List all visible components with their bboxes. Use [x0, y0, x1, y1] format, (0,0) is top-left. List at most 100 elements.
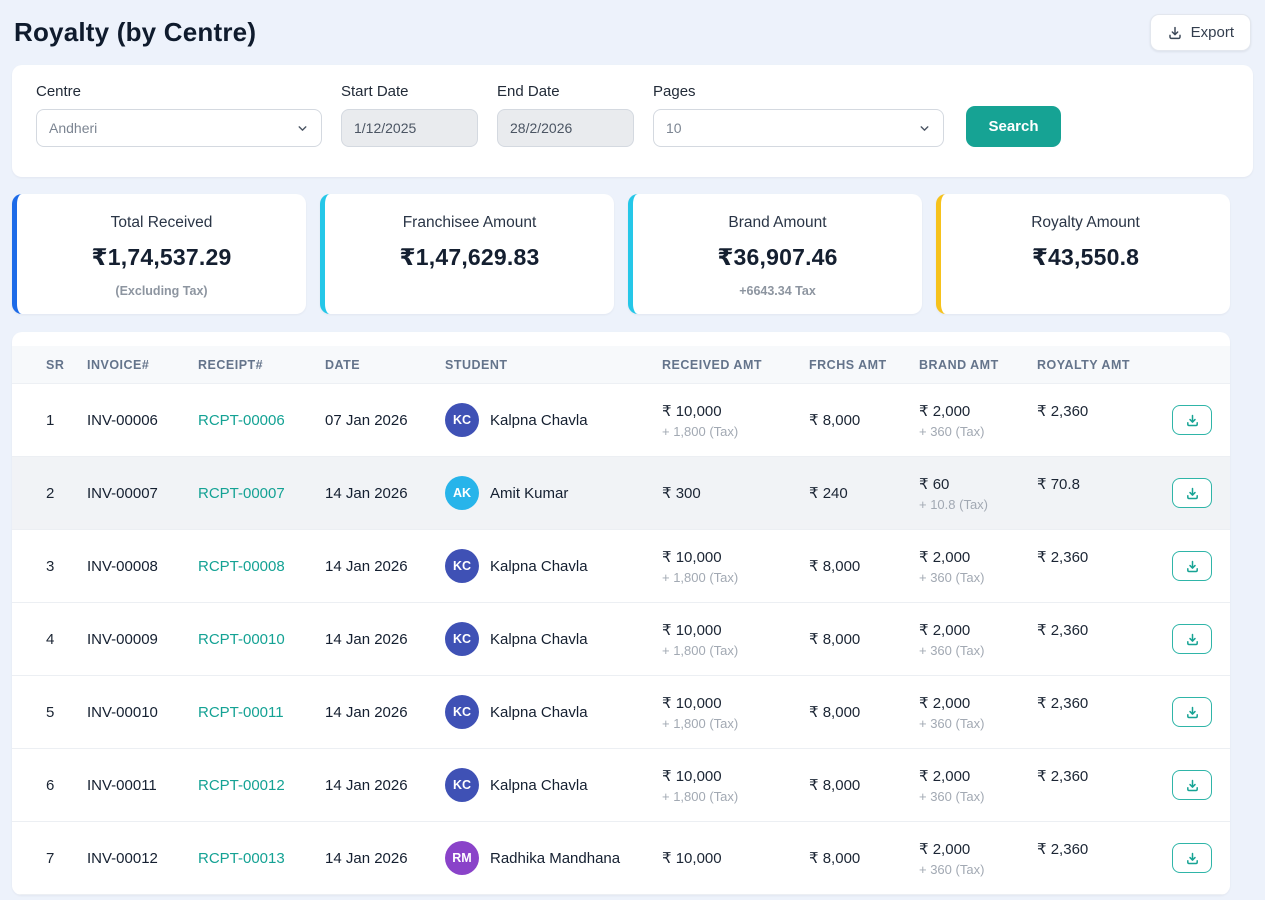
- cell-brand-amt: ₹ 2,000 + 360 (Tax): [919, 621, 1037, 658]
- start-date-input[interactable]: 1/12/2025: [341, 109, 478, 147]
- brand-tax: + 360 (Tax): [919, 789, 1037, 804]
- cell-invoice: INV-00012: [87, 850, 198, 867]
- summary-card-value: ₹36,907.46: [643, 244, 912, 271]
- royalty-amount: ₹ 2,360: [1037, 840, 1172, 858]
- royalty-amount: ₹ 2,360: [1037, 548, 1172, 566]
- end-date-filter-group: End Date 28/2/2026: [497, 83, 634, 147]
- end-date-label: End Date: [497, 83, 634, 100]
- col-header-received-amt: RECEIVED AMT: [662, 358, 809, 372]
- cell-sr: 4: [46, 631, 87, 648]
- cell-receipt-link[interactable]: RCPT-00006: [198, 412, 325, 429]
- row-download-button[interactable]: [1172, 843, 1212, 873]
- col-header-frchs-amt: FRCHS AMT: [809, 358, 919, 372]
- brand-tax: + 360 (Tax): [919, 862, 1037, 877]
- cell-royalty-amt: ₹ 2,360: [1037, 694, 1172, 712]
- cell-receipt-link[interactable]: RCPT-00010: [198, 631, 325, 648]
- cell-invoice: INV-00011: [87, 777, 198, 794]
- pages-select[interactable]: 10: [653, 109, 944, 147]
- cell-student: KC Kalpna Chavla: [445, 768, 662, 802]
- cell-received-amt: ₹ 10,000 + 1,800 (Tax): [662, 548, 809, 585]
- end-date-input[interactable]: 28/2/2026: [497, 109, 634, 147]
- table-body: 1 INV-00006 RCPT-00006 07 Jan 2026 KC Ka…: [12, 384, 1230, 895]
- student-name: Kalpna Chavla: [490, 558, 588, 575]
- brand-amount: ₹ 2,000: [919, 840, 1037, 858]
- cell-receipt-link[interactable]: RCPT-00011: [198, 704, 325, 721]
- brand-tax: + 360 (Tax): [919, 643, 1037, 658]
- centre-select[interactable]: Andheri: [36, 109, 322, 147]
- cell-date: 14 Jan 2026: [325, 777, 445, 794]
- table-row: 7 INV-00012 RCPT-00013 14 Jan 2026 RM Ra…: [12, 822, 1230, 895]
- cell-receipt-link[interactable]: RCPT-00007: [198, 485, 325, 502]
- student-name: Kalpna Chavla: [490, 704, 588, 721]
- brand-amount: ₹ 2,000: [919, 548, 1037, 566]
- row-download-button[interactable]: [1172, 551, 1212, 581]
- summary-card: Brand Amount ₹36,907.46 +6643.34 Tax: [628, 194, 922, 314]
- cell-received-amt: ₹ 300: [662, 484, 809, 502]
- cell-frchs-amt: ₹ 240: [809, 484, 919, 502]
- student-name: Amit Kumar: [490, 485, 568, 502]
- search-button[interactable]: Search: [966, 106, 1061, 147]
- row-download-button[interactable]: [1172, 697, 1212, 727]
- cell-student: AK Amit Kumar: [445, 476, 662, 510]
- col-header-sr: SR: [46, 358, 87, 372]
- cell-invoice: INV-00008: [87, 558, 198, 575]
- cell-student: KC Kalpna Chavla: [445, 549, 662, 583]
- cell-receipt-link[interactable]: RCPT-00013: [198, 850, 325, 867]
- received-tax: + 1,800 (Tax): [662, 424, 809, 439]
- page-title: Royalty (by Centre): [14, 17, 256, 48]
- cell-invoice: INV-00009: [87, 631, 198, 648]
- cell-date: 14 Jan 2026: [325, 850, 445, 867]
- cell-sr: 5: [46, 704, 87, 721]
- pages-select-value: 10: [666, 120, 682, 136]
- cell-date: 07 Jan 2026: [325, 412, 445, 429]
- row-download-button[interactable]: [1172, 405, 1212, 435]
- summary-card: Total Received ₹1,74,537.29 (Excluding T…: [12, 194, 306, 314]
- cell-date: 14 Jan 2026: [325, 631, 445, 648]
- cell-frchs-amt: ₹ 8,000: [809, 557, 919, 575]
- download-icon: [1185, 413, 1200, 428]
- brand-amount: ₹ 2,000: [919, 402, 1037, 420]
- row-download-button[interactable]: [1172, 770, 1212, 800]
- cell-royalty-amt: ₹ 2,360: [1037, 621, 1172, 639]
- centre-select-value: Andheri: [49, 120, 97, 136]
- cell-royalty-amt: ₹ 2,360: [1037, 840, 1172, 858]
- student-avatar: KC: [445, 549, 479, 583]
- cell-received-amt: ₹ 10,000 + 1,800 (Tax): [662, 621, 809, 658]
- cell-brand-amt: ₹ 2,000 + 360 (Tax): [919, 548, 1037, 585]
- royalty-amount: ₹ 2,360: [1037, 694, 1172, 712]
- cell-date: 14 Jan 2026: [325, 485, 445, 502]
- export-button-label: Export: [1191, 24, 1234, 41]
- student-avatar: KC: [445, 403, 479, 437]
- cell-frchs-amt: ₹ 8,000: [809, 849, 919, 867]
- table-row: 6 INV-00011 RCPT-00012 14 Jan 2026 KC Ka…: [12, 749, 1230, 822]
- row-download-button[interactable]: [1172, 478, 1212, 508]
- cell-frchs-amt: ₹ 8,000: [809, 703, 919, 721]
- cell-frchs-amt: ₹ 8,000: [809, 630, 919, 648]
- pages-filter-group: Pages 10: [653, 83, 944, 147]
- cell-received-amt: ₹ 10,000: [662, 849, 809, 867]
- received-tax: + 1,800 (Tax): [662, 789, 809, 804]
- received-tax: + 1,800 (Tax): [662, 643, 809, 658]
- cell-sr: 1: [46, 412, 87, 429]
- frchs-amount: ₹ 8,000: [809, 557, 919, 575]
- export-button[interactable]: Export: [1150, 14, 1251, 51]
- summary-card-label: Total Received: [27, 214, 296, 232]
- cell-sr: 7: [46, 850, 87, 867]
- cell-royalty-amt: ₹ 2,360: [1037, 548, 1172, 566]
- chevron-down-icon: [296, 122, 309, 135]
- received-amount: ₹ 10,000: [662, 767, 809, 785]
- row-download-button[interactable]: [1172, 624, 1212, 654]
- col-header-date: DATE: [325, 358, 445, 372]
- royalty-amount: ₹ 2,360: [1037, 402, 1172, 420]
- frchs-amount: ₹ 8,000: [809, 703, 919, 721]
- student-name: Kalpna Chavla: [490, 412, 588, 429]
- received-amount: ₹ 300: [662, 484, 809, 502]
- received-amount: ₹ 10,000: [662, 402, 809, 420]
- cell-receipt-link[interactable]: RCPT-00008: [198, 558, 325, 575]
- summary-card-label: Royalty Amount: [951, 214, 1220, 232]
- start-date-filter-group: Start Date 1/12/2025: [341, 83, 478, 147]
- summary-card: Royalty Amount ₹43,550.8: [936, 194, 1230, 314]
- cell-receipt-link[interactable]: RCPT-00012: [198, 777, 325, 794]
- cell-royalty-amt: ₹ 2,360: [1037, 402, 1172, 420]
- download-icon: [1185, 851, 1200, 866]
